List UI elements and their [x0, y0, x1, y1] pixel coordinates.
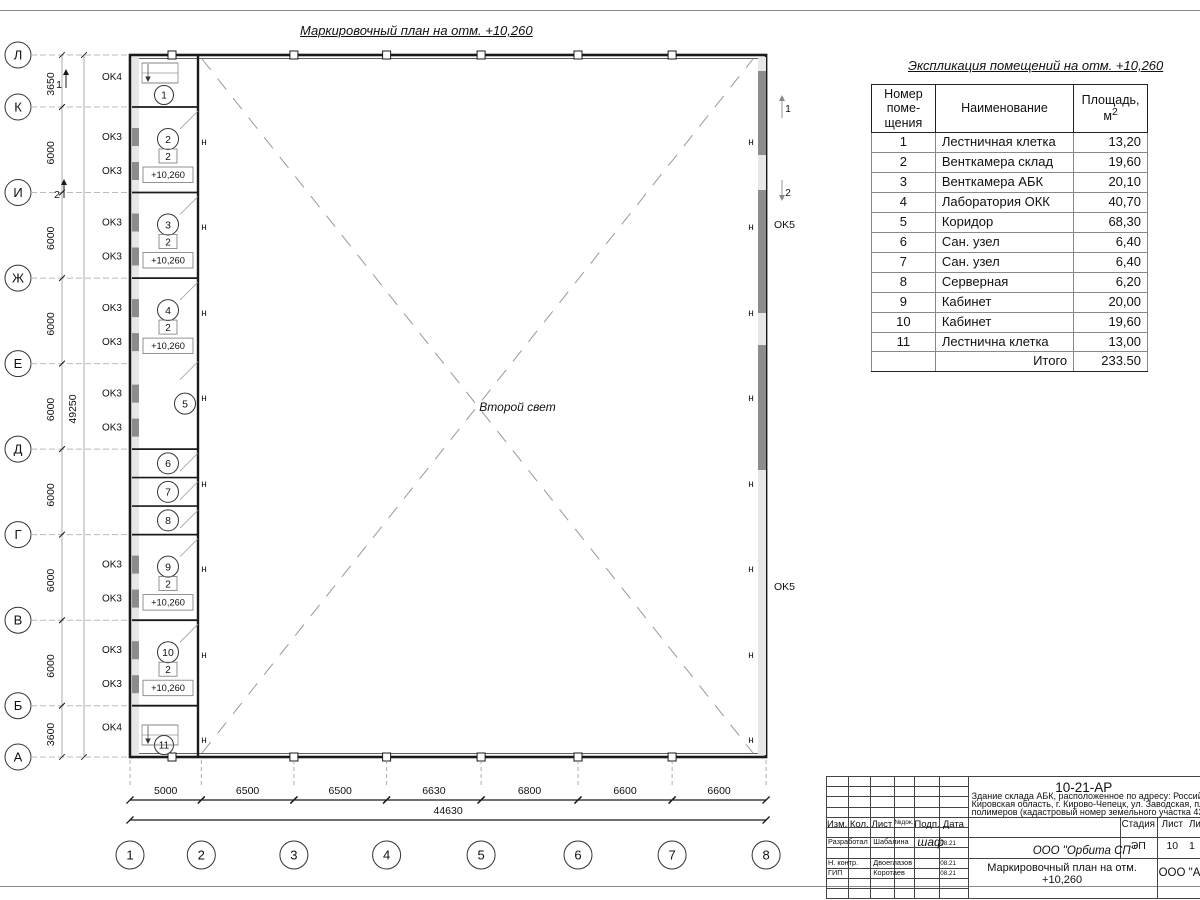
svg-text:6000: 6000	[45, 654, 57, 678]
svg-text:OK5: OK5	[774, 581, 795, 593]
svg-text:OK5: OK5	[774, 219, 795, 231]
svg-text:6600: 6600	[707, 785, 731, 797]
svg-text:OK3: OK3	[102, 679, 122, 690]
svg-text:6500: 6500	[236, 785, 260, 797]
svg-text:н: н	[748, 479, 754, 490]
svg-text:8: 8	[165, 515, 171, 527]
svg-text:OK3: OK3	[102, 252, 122, 263]
svg-text:5: 5	[182, 398, 188, 410]
svg-text:44630: 44630	[433, 805, 462, 817]
svg-text:7: 7	[668, 848, 675, 863]
svg-text:2: 2	[165, 665, 171, 676]
svg-text:11: 11	[159, 741, 170, 752]
svg-text:OK3: OK3	[102, 645, 122, 656]
svg-text:6000: 6000	[45, 398, 57, 422]
svg-text:н: н	[201, 735, 207, 746]
svg-text:OK3: OK3	[102, 337, 122, 348]
svg-text:7: 7	[165, 487, 171, 499]
svg-text:2: 2	[165, 323, 171, 334]
svg-text:4: 4	[165, 305, 171, 317]
svg-text:6000: 6000	[45, 141, 57, 165]
svg-text:5000: 5000	[154, 785, 178, 797]
svg-text:2: 2	[54, 189, 60, 201]
svg-text:н: н	[201, 479, 207, 490]
svg-text:+10,260: +10,260	[151, 341, 185, 351]
svg-text:н: н	[201, 650, 207, 661]
svg-text:2: 2	[165, 134, 171, 146]
svg-text:+10,260: +10,260	[151, 256, 185, 266]
svg-text:1: 1	[161, 91, 167, 102]
svg-text:OK4: OK4	[102, 72, 122, 83]
svg-text:10: 10	[162, 647, 174, 659]
svg-text:6: 6	[574, 848, 581, 863]
svg-text:6600: 6600	[613, 785, 637, 797]
svg-text:6: 6	[165, 458, 171, 470]
svg-text:OK3: OK3	[102, 594, 122, 605]
svg-text:н: н	[201, 308, 207, 319]
svg-text:Е: Е	[14, 356, 23, 371]
svg-text:н: н	[748, 393, 754, 404]
svg-text:н: н	[748, 650, 754, 661]
svg-text:н: н	[201, 137, 207, 148]
svg-text:9: 9	[165, 561, 171, 573]
svg-text:49250: 49250	[67, 394, 79, 423]
svg-text:2: 2	[165, 238, 171, 249]
svg-text:2: 2	[165, 580, 171, 591]
svg-text:OK3: OK3	[102, 389, 122, 400]
svg-text:OK3: OK3	[102, 423, 122, 434]
svg-text:+10,260: +10,260	[151, 598, 185, 608]
svg-text:н: н	[748, 222, 754, 233]
svg-text:н: н	[201, 564, 207, 575]
svg-text:6500: 6500	[329, 785, 353, 797]
svg-text:+10,260: +10,260	[151, 170, 185, 180]
svg-text:К: К	[14, 99, 22, 114]
svg-text:OK3: OK3	[102, 303, 122, 314]
svg-text:н: н	[201, 222, 207, 233]
svg-text:Д: Д	[14, 441, 23, 456]
svg-text:н: н	[748, 564, 754, 575]
svg-text:OK3: OK3	[102, 132, 122, 143]
svg-text:В: В	[14, 613, 23, 628]
svg-text:6000: 6000	[45, 483, 57, 507]
svg-text:Л: Л	[14, 47, 23, 62]
svg-text:Г: Г	[14, 527, 21, 542]
svg-text:5: 5	[477, 848, 484, 863]
svg-text:6000: 6000	[45, 312, 57, 336]
svg-text:2: 2	[165, 152, 171, 163]
svg-text:н: н	[201, 393, 207, 404]
svg-text:1: 1	[56, 79, 62, 91]
svg-text:6800: 6800	[518, 785, 542, 797]
svg-text:И: И	[13, 185, 22, 200]
svg-text:OK4: OK4	[102, 723, 122, 734]
svg-text:н: н	[748, 308, 754, 319]
svg-text:1: 1	[785, 104, 791, 115]
svg-text:OK3: OK3	[102, 218, 122, 229]
svg-text:Ж: Ж	[12, 270, 24, 285]
svg-text:А: А	[14, 749, 23, 764]
svg-text:Второй свет: Второй свет	[479, 400, 555, 414]
svg-text:3: 3	[290, 848, 297, 863]
svg-text:3600: 3600	[45, 723, 57, 747]
svg-text:4: 4	[383, 848, 390, 863]
svg-text:н: н	[748, 137, 754, 148]
svg-text:6000: 6000	[45, 569, 57, 593]
svg-text:8: 8	[762, 848, 769, 863]
svg-text:6630: 6630	[422, 785, 446, 797]
svg-text:1: 1	[126, 848, 133, 863]
svg-text:н: н	[748, 735, 754, 746]
svg-text:6000: 6000	[45, 226, 57, 250]
svg-text:3: 3	[165, 219, 171, 231]
svg-text:OK3: OK3	[102, 560, 122, 571]
svg-text:Б: Б	[14, 698, 23, 713]
svg-text:2: 2	[198, 848, 205, 863]
svg-text:+10,260: +10,260	[151, 683, 185, 693]
svg-text:OK3: OK3	[102, 166, 122, 177]
svg-text:2: 2	[785, 188, 791, 199]
